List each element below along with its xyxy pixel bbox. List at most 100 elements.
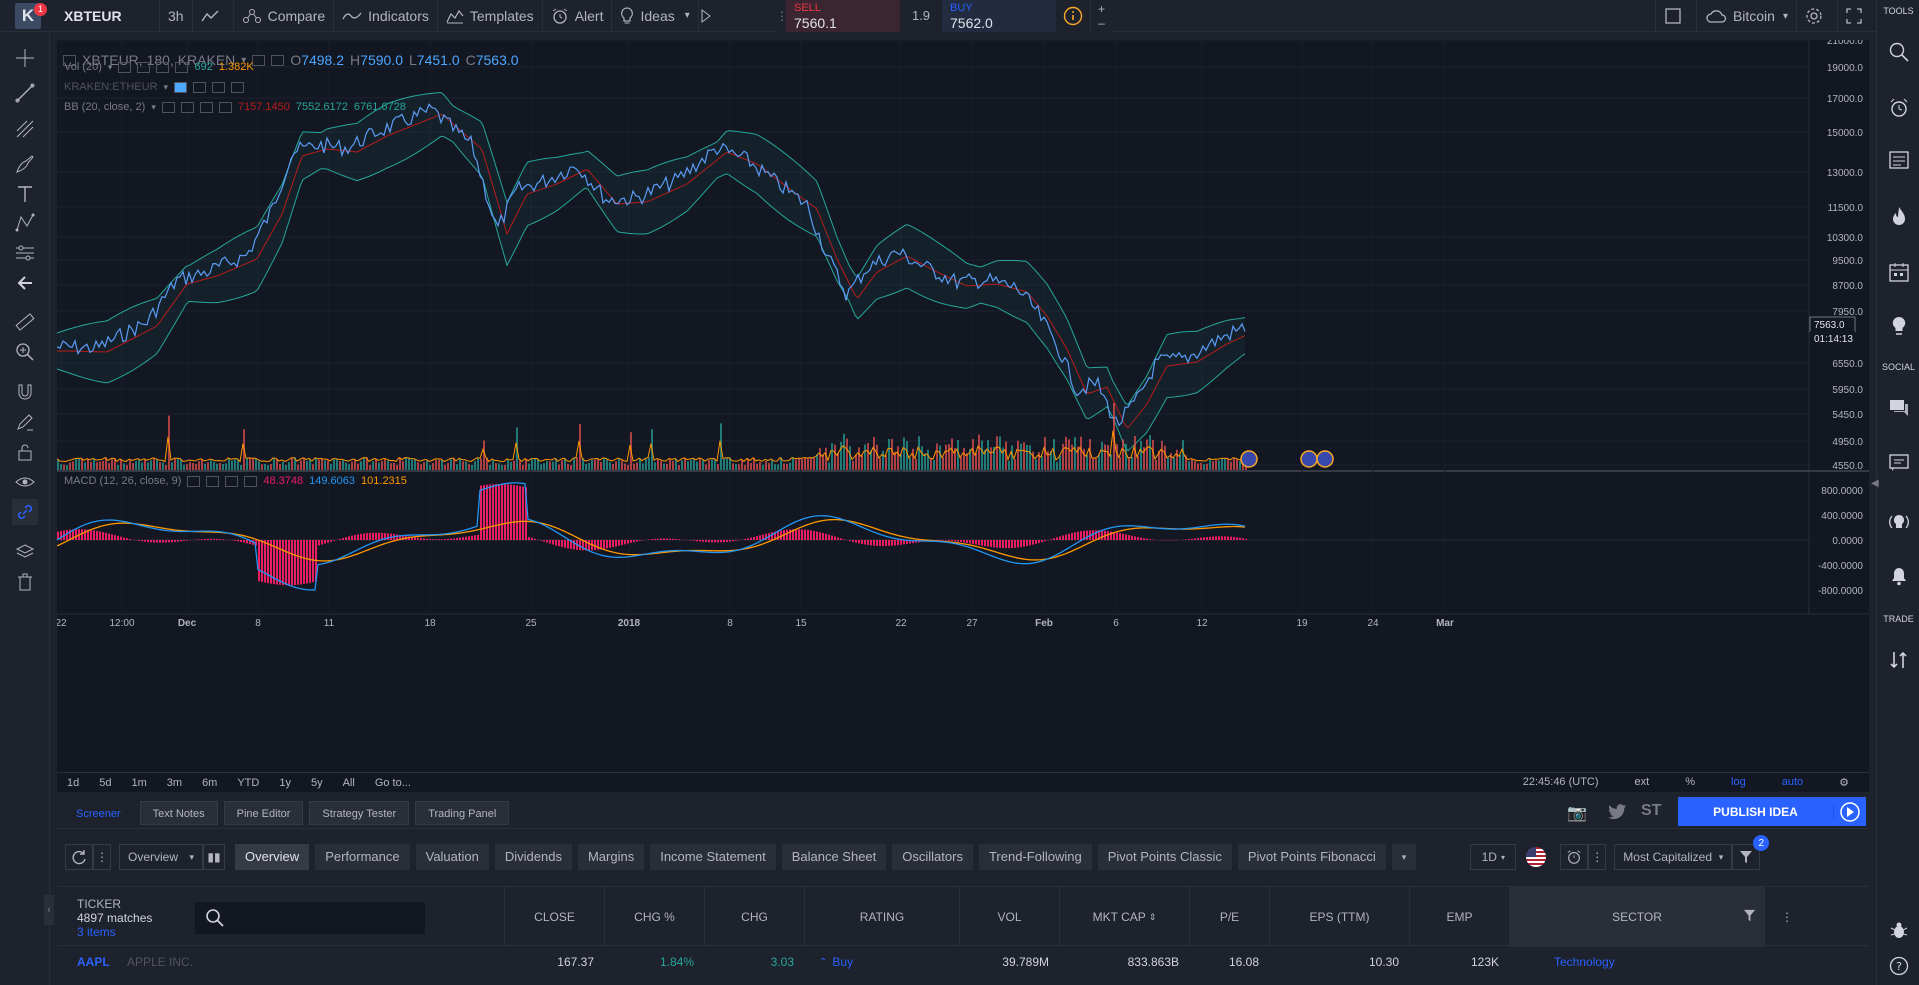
link-icon[interactable]: [12, 499, 38, 525]
macd-label[interactable]: MACD (12, 26, close, 9): [64, 475, 182, 487]
settings-icon[interactable]: [206, 475, 220, 487]
table-row[interactable]: AAPL APPLE INC. 167.37 1.84% 3.03 ⌃ Buy …: [57, 947, 1869, 977]
chg-pct-column-header[interactable]: CHG %: [604, 887, 704, 947]
fullscreen-button[interactable]: [1838, 0, 1876, 32]
bug-report-icon[interactable]: [1885, 916, 1913, 944]
chart-area[interactable]: 21000.0 19000.0 17000.0 15000.0 13000.0 11500…: [57, 40, 1869, 772]
range-ytd-button[interactable]: YTD: [237, 776, 260, 789]
eye-toggle-icon[interactable]: [161, 101, 175, 113]
range-1d-button[interactable]: 1d: [67, 776, 80, 789]
range-3m-button[interactable]: 3m: [166, 776, 183, 789]
close-icon[interactable]: [218, 101, 232, 113]
chevron-down-icon[interactable]: ▾: [107, 61, 113, 72]
tab-trend-following[interactable]: Trend-Following: [978, 844, 1092, 870]
hotlist-flame-icon[interactable]: [1885, 202, 1913, 230]
source-icon[interactable]: [212, 81, 226, 93]
alert-settings-button[interactable]: [1560, 844, 1589, 870]
ideas-lightbulb-icon[interactable]: [1885, 312, 1913, 340]
rating-column-header[interactable]: RATING: [804, 887, 959, 947]
eye-toggle-icon[interactable]: [118, 61, 132, 73]
range-all-button[interactable]: All: [342, 776, 355, 789]
trading-panel-icon[interactable]: [1885, 646, 1913, 674]
tab-oscillators[interactable]: Oscillators: [892, 844, 973, 870]
trash-icon[interactable]: [12, 569, 38, 595]
settings-icon[interactable]: [180, 101, 194, 113]
brush-tool-icon[interactable]: [12, 151, 38, 177]
settings-button[interactable]: [1797, 0, 1838, 32]
alarm-clock-icon[interactable]: [1885, 94, 1913, 122]
range-5d-button[interactable]: 5d: [99, 776, 112, 789]
minus-icon[interactable]: –: [1098, 16, 1105, 30]
log-scale-toggle[interactable]: log: [1731, 776, 1746, 788]
compare-symbol-label[interactable]: KRAKEN:ETHEUR: [64, 81, 158, 93]
tab-pivot-classic[interactable]: Pivot Points Classic: [1097, 844, 1232, 870]
camera-icon[interactable]: 📷: [1567, 805, 1587, 822]
tab-performance[interactable]: Performance: [315, 844, 410, 870]
range-1y-button[interactable]: 1y: [279, 776, 291, 789]
twitter-icon[interactable]: [1607, 803, 1627, 821]
settings-icon[interactable]: [193, 81, 207, 93]
stay-drawing-icon[interactable]: [12, 409, 38, 435]
refresh-button[interactable]: [65, 844, 93, 870]
close-icon[interactable]: [244, 475, 258, 487]
compare-button[interactable]: Compare: [234, 0, 335, 32]
pattern-tool-icon[interactable]: [12, 210, 38, 236]
eps-column-header[interactable]: EPS (TTM): [1269, 887, 1409, 947]
percent-scale-toggle[interactable]: %: [1685, 776, 1696, 788]
goto-date-button[interactable]: Go to...: [374, 776, 411, 789]
pitchfork-tool-icon[interactable]: [12, 116, 38, 142]
tab-pivot-fibonacci[interactable]: Pivot Points Fibonacci: [1237, 844, 1386, 870]
plus-icon[interactable]: +: [1097, 2, 1105, 16]
more-options-icon[interactable]: ⋮: [1588, 844, 1607, 870]
filter-button[interactable]: 2: [1732, 835, 1770, 870]
chart-style-button[interactable]: [193, 0, 234, 32]
chevron-down-icon[interactable]: ▾: [241, 54, 247, 66]
layers-icon[interactable]: [12, 539, 38, 565]
eye-icon[interactable]: [12, 469, 38, 495]
trend-line-tool-icon[interactable]: [12, 80, 38, 106]
chevron-down-icon[interactable]: ▾: [163, 81, 169, 92]
replay-button[interactable]: [699, 0, 719, 32]
close-icon[interactable]: [175, 61, 189, 73]
collapse-icon[interactable]: [63, 54, 76, 66]
utc-clock[interactable]: 22:45:46 (UTC): [1522, 776, 1599, 788]
us-flag-icon[interactable]: [1526, 847, 1547, 867]
close-column-header[interactable]: CLOSE: [504, 887, 604, 947]
sector-column-header[interactable]: SECTOR: [1509, 887, 1764, 947]
more-tabs-chevron-icon[interactable]: ▾: [1391, 844, 1417, 870]
tab-text-notes[interactable]: Text Notes: [139, 800, 218, 825]
text-tool-icon[interactable]: [12, 181, 38, 207]
eye-toggle-icon[interactable]: [252, 54, 266, 66]
volume-label[interactable]: Vol (20): [64, 61, 102, 73]
watchlist-icon[interactable]: [1885, 146, 1913, 174]
logo-button[interactable]: K 1: [0, 0, 56, 32]
ruler-icon[interactable]: [12, 309, 38, 335]
tab-overview[interactable]: Overview: [235, 844, 310, 870]
private-chat-icon[interactable]: [1885, 448, 1913, 476]
filter-icon[interactable]: [1743, 909, 1756, 925]
sell-button[interactable]: SELL 7560.1: [786, 0, 900, 32]
search-icon[interactable]: [1885, 38, 1913, 66]
tab-margins[interactable]: Margins: [577, 844, 645, 870]
interval-button[interactable]: 3h: [160, 0, 193, 32]
streams-icon[interactable]: [1885, 508, 1913, 536]
pe-column-header[interactable]: P/E: [1189, 887, 1269, 947]
row-sector-link[interactable]: Technology: [1554, 955, 1615, 969]
range-1m-button[interactable]: 1m: [131, 776, 147, 789]
drag-handle-icon[interactable]: ⋮: [776, 0, 788, 32]
more-options-icon[interactable]: ⋮: [93, 844, 111, 870]
view-select[interactable]: Overview ▾: [119, 844, 203, 870]
ticker-search-box[interactable]: [195, 902, 425, 934]
tab-income-statement[interactable]: Income Statement: [650, 844, 776, 870]
range-6m-button[interactable]: 6m: [202, 776, 218, 789]
notifications-bell-icon[interactable]: [1885, 562, 1913, 590]
tab-trading-panel[interactable]: Trading Panel: [415, 800, 510, 825]
vol-column-header[interactable]: VOL: [959, 887, 1059, 947]
row-rating[interactable]: ⌃ Buy: [819, 947, 853, 977]
expand-panel-icon[interactable]: ◀: [1871, 478, 1879, 489]
cloud-save-button[interactable]: Bitcoin ▾: [1697, 0, 1797, 32]
quantity-stepper[interactable]: + –: [1090, 0, 1112, 32]
calendar-icon[interactable]: [1885, 258, 1913, 286]
bollinger-label[interactable]: BB (20, close, 2): [64, 101, 146, 113]
chg-column-header[interactable]: CHG: [704, 887, 804, 947]
